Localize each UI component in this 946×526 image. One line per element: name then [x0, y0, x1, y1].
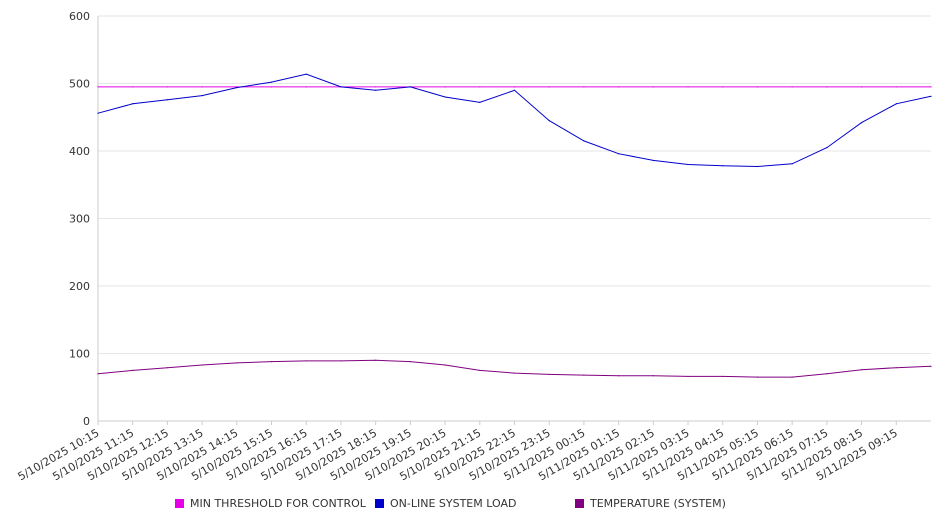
data-point: [132, 103, 134, 105]
data-point: [513, 86, 516, 88]
legend: MIN THRESHOLD FOR CONTROL ON-LINE SYSTEM …: [0, 497, 946, 517]
legend-swatch: [375, 499, 384, 508]
legend-swatch: [175, 499, 184, 508]
y-tick-label: 300: [69, 213, 90, 226]
data-point: [444, 364, 446, 366]
data-point: [548, 86, 550, 88]
data-point: [791, 86, 793, 88]
data-point: [687, 375, 689, 378]
series-line-2: [97, 359, 932, 378]
data-point: [409, 361, 411, 363]
data-point: [652, 86, 654, 88]
data-point: [860, 369, 863, 371]
data-point: [444, 96, 446, 98]
grid-lines: [97, 15, 931, 422]
data-point: [166, 99, 169, 101]
data-point: [375, 359, 377, 361]
data-point: [375, 89, 377, 91]
data-point: [236, 362, 238, 364]
data-point: [479, 86, 481, 88]
data-point: [756, 86, 759, 88]
data-point: [930, 86, 932, 88]
data-point: [166, 86, 169, 88]
data-point: [722, 375, 724, 378]
data-point: [895, 86, 897, 88]
y-axis: 0 100 200 300 400 500 600: [69, 10, 90, 428]
data-point: [201, 364, 203, 366]
data-point: [652, 375, 654, 377]
data-point: [860, 86, 863, 88]
data-point: [132, 86, 134, 88]
plot-area: [97, 73, 932, 378]
data-point: [895, 367, 897, 369]
y-tick-label: 0: [83, 415, 90, 428]
legend-label: TEMPERATURE (SYSTEM): [590, 497, 726, 510]
legend-label: ON-LINE SYSTEM LOAD: [390, 497, 517, 510]
data-point: [652, 159, 654, 162]
data-point: [930, 95, 932, 97]
x-axis: 5/10/2025 10:155/10/2025 11:155/10/2025 …: [16, 421, 900, 483]
data-point: [722, 86, 724, 88]
data-point: [513, 89, 516, 91]
data-point: [791, 163, 793, 165]
data-point: [409, 86, 411, 88]
legend-swatch: [575, 499, 584, 508]
legend-label: MIN THRESHOLD FOR CONTROL: [190, 497, 366, 510]
data-point: [756, 165, 759, 168]
data-point: [479, 101, 481, 103]
data-point: [305, 86, 307, 88]
data-point: [860, 122, 863, 124]
data-point: [756, 376, 759, 378]
data-point: [826, 373, 828, 375]
data-point: [583, 86, 585, 88]
series-line-1: [97, 73, 932, 168]
y-tick-label: 200: [69, 280, 90, 293]
data-point: [270, 361, 273, 363]
legend-item[interactable]: TEMPERATURE (SYSTEM): [575, 497, 726, 510]
data-point: [340, 360, 342, 362]
data-point: [618, 86, 620, 88]
data-point: [548, 373, 550, 376]
data-point: [583, 140, 585, 142]
data-point: [270, 86, 273, 88]
data-point: [97, 373, 99, 375]
data-point: [305, 73, 307, 75]
data-point: [513, 372, 516, 374]
data-point: [236, 86, 238, 89]
data-point: [791, 376, 793, 378]
data-point: [201, 86, 203, 88]
y-tick-label: 500: [69, 78, 90, 91]
legend-item[interactable]: ON-LINE SYSTEM LOAD: [375, 497, 516, 510]
data-point: [375, 86, 377, 88]
data-point: [826, 86, 828, 88]
data-point: [687, 163, 689, 166]
data-point: [166, 367, 169, 369]
data-point: [618, 153, 620, 155]
data-point: [97, 86, 99, 88]
data-point: [305, 360, 307, 362]
data-point: [479, 369, 481, 371]
y-tick-label: 600: [69, 10, 90, 23]
data-point: [618, 375, 620, 377]
y-tick-label: 100: [69, 348, 90, 361]
data-point: [583, 374, 585, 376]
y-tick-label: 400: [69, 145, 90, 158]
data-point: [201, 95, 203, 97]
data-point: [97, 112, 99, 114]
data-point: [132, 369, 134, 371]
data-point: [930, 365, 932, 367]
data-point: [826, 147, 828, 149]
data-point: [444, 86, 446, 88]
data-point: [687, 86, 689, 88]
data-point: [270, 81, 273, 83]
data-point: [340, 86, 342, 88]
data-point: [548, 120, 550, 122]
legend-item[interactable]: MIN THRESHOLD FOR CONTROL: [175, 497, 366, 510]
data-point: [722, 165, 724, 167]
data-point: [895, 103, 897, 105]
